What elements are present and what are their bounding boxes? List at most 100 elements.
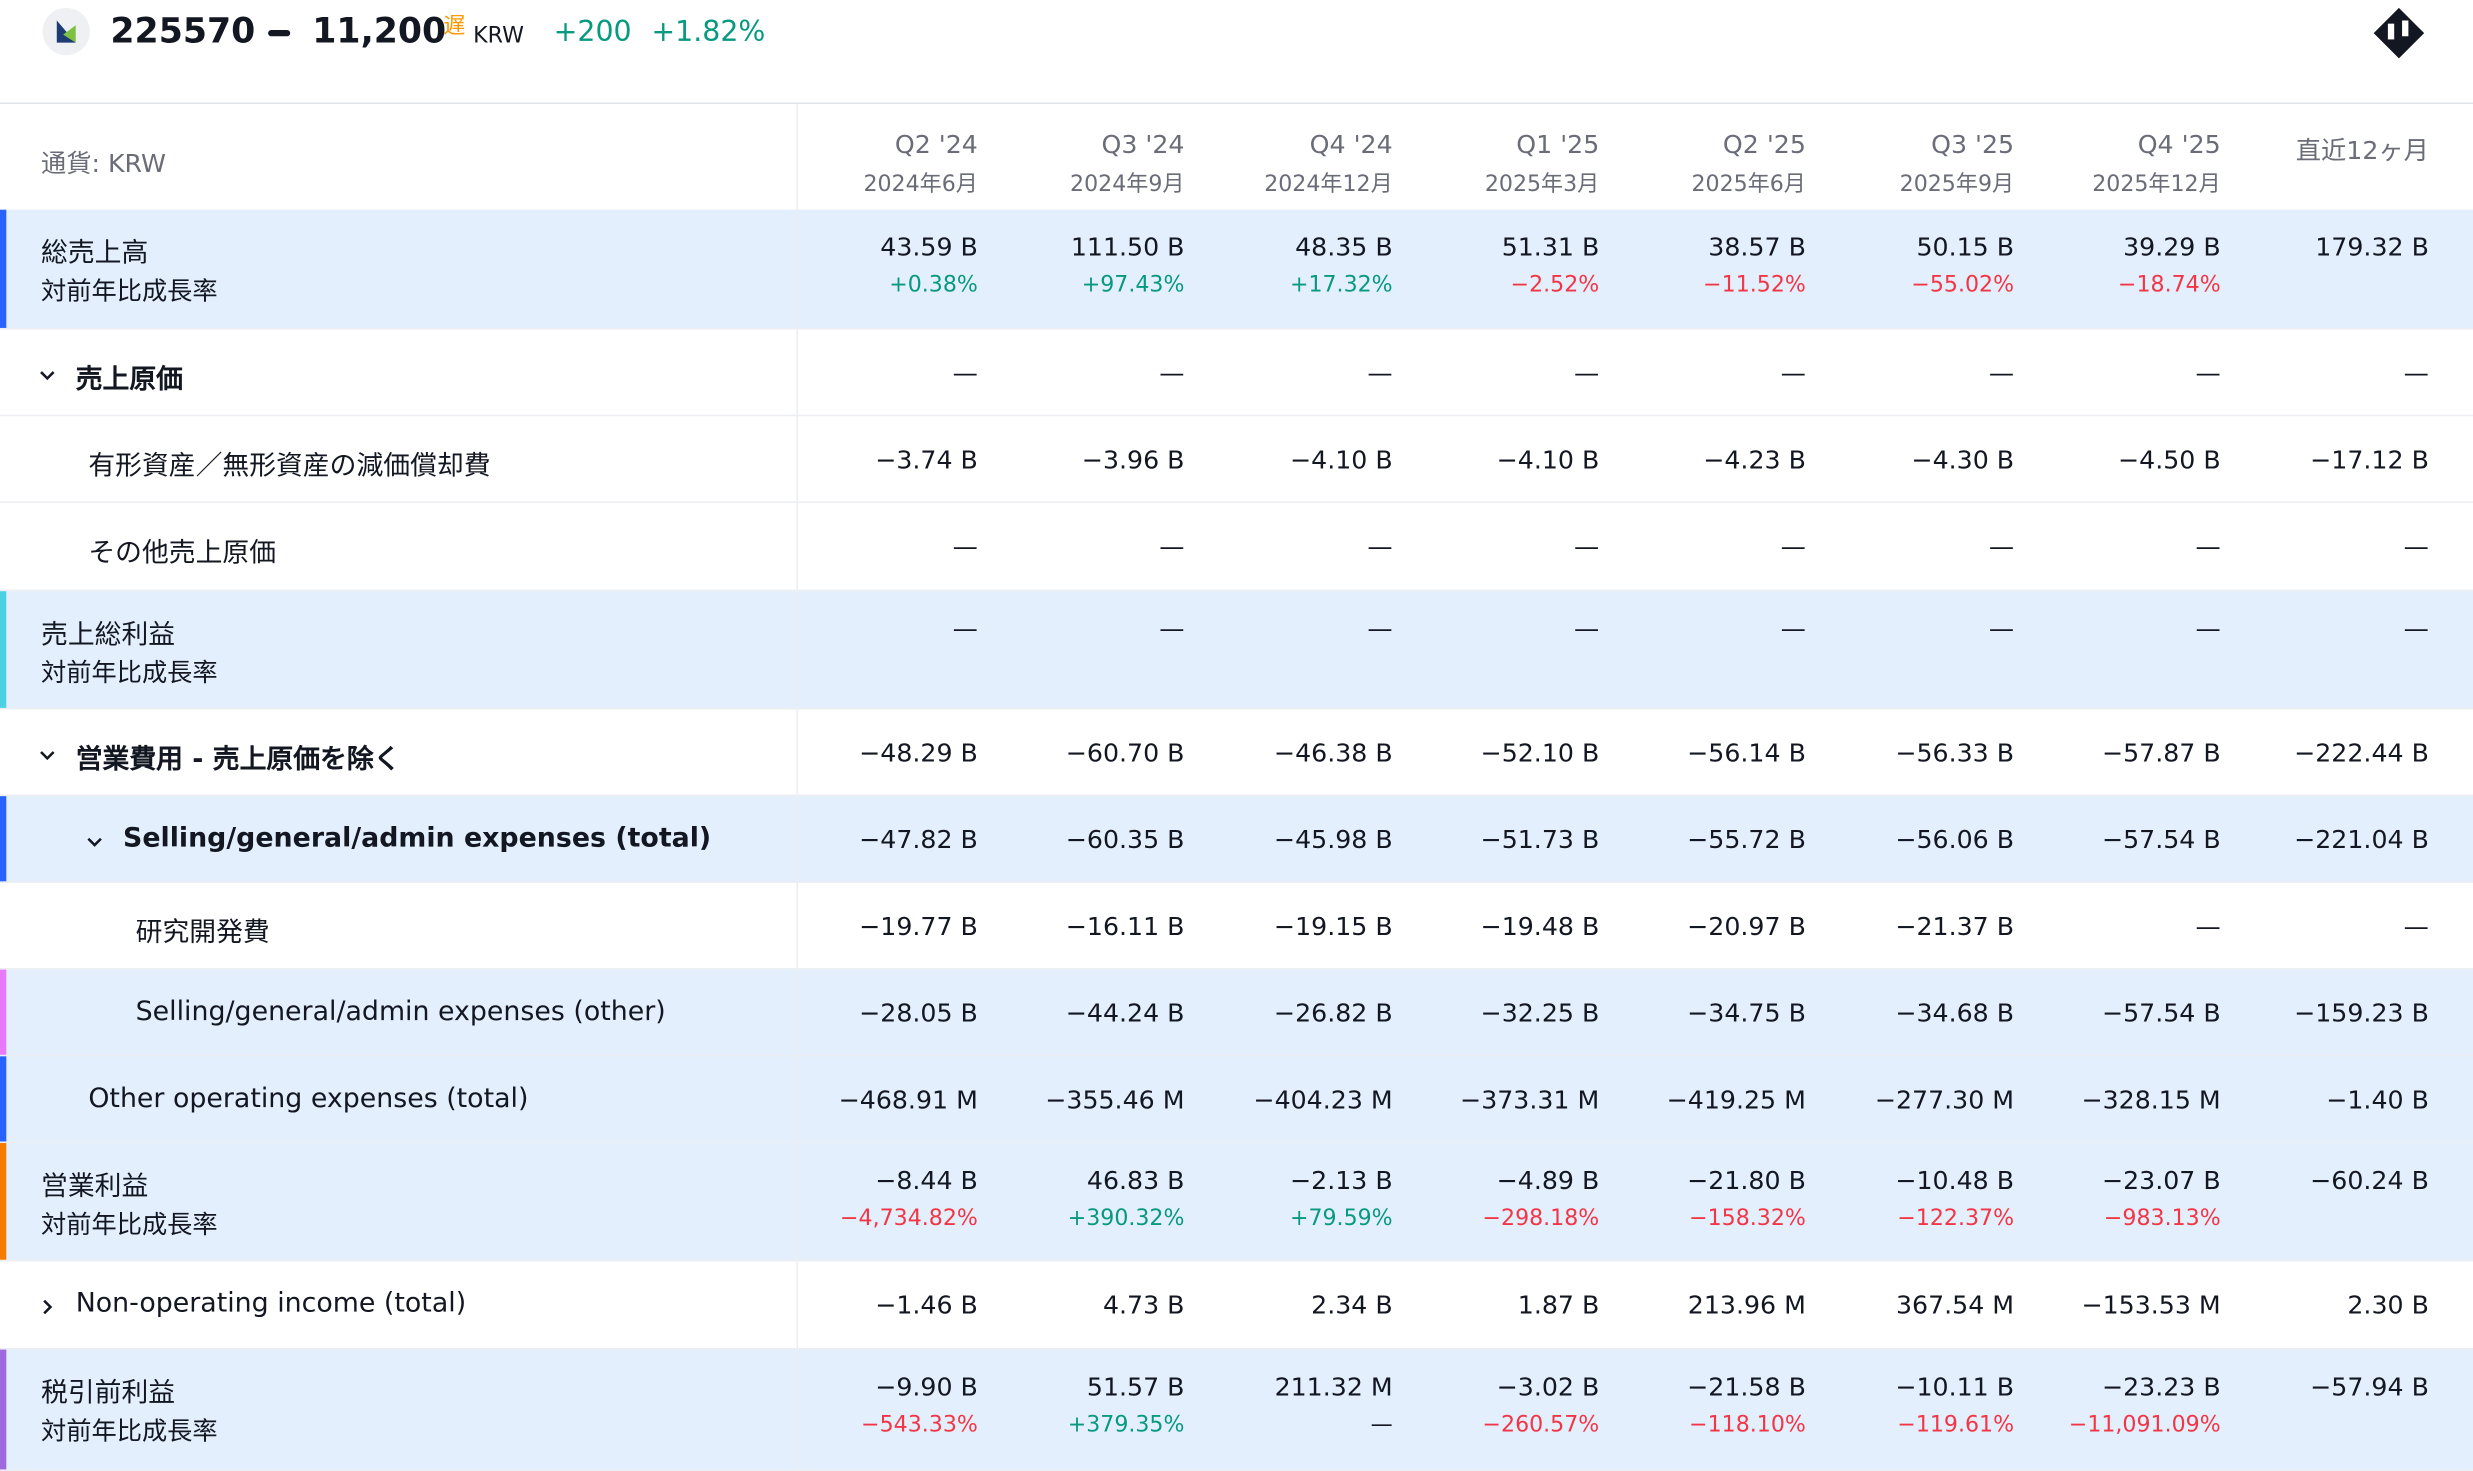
cell-value: —: [1159, 613, 1185, 644]
row-label: Non-operating income (total): [75, 1288, 467, 1320]
column-period: Q4 '25: [2137, 129, 2221, 160]
cell-value: —: [1574, 613, 1600, 644]
cell-growth: +17.32%: [1289, 272, 1393, 298]
cell-value: —: [2195, 357, 2221, 388]
cell-value: −46.38 B: [1273, 737, 1393, 768]
change-percent: +1.82%: [651, 15, 766, 49]
cell-value: −468.91 M: [838, 1083, 978, 1114]
cell-value: −48.29 B: [859, 737, 978, 768]
cell-value: 4.73 B: [1102, 1289, 1185, 1320]
cell-value: −56.14 B: [1687, 737, 1806, 768]
cell-value: −60.24 B: [2310, 1165, 2429, 1196]
cell-value: −153.53 M: [2081, 1289, 2221, 1320]
expand-chevron[interactable]: [38, 745, 57, 764]
divider: [0, 102, 2473, 105]
cell-value: —: [2403, 531, 2429, 562]
cell-value: —: [1988, 613, 2015, 644]
cell-value: 43.59 B: [880, 231, 978, 262]
cell-value: −26.82 B: [1273, 997, 1393, 1028]
growth-label: 対前年比成長率: [41, 1415, 218, 1446]
cell-growth: −18.74%: [2117, 272, 2221, 298]
row-accent: [0, 1056, 7, 1142]
row-accent: [0, 969, 7, 1055]
cell-growth: +79.59%: [1289, 1206, 1393, 1232]
cell-growth: −158.32%: [1689, 1206, 1806, 1232]
cell-value: −57.54 B: [2101, 997, 2221, 1028]
price: 11,200: [312, 12, 447, 53]
cell-value: 51.31 B: [1501, 231, 1600, 262]
cell-value: —: [2195, 910, 2221, 941]
change: +200: [553, 15, 632, 49]
cell-value: 46.83 B: [1086, 1165, 1185, 1196]
growth-label: 対前年比成長率: [41, 275, 218, 306]
cell-value: —: [2403, 357, 2429, 388]
cell-value: −20.97 B: [1687, 910, 1806, 941]
cell-growth: +379.35%: [1067, 1412, 1185, 1438]
symbol[interactable]: 225570: [110, 12, 256, 53]
cell-value: −4.50 B: [2118, 443, 2221, 474]
cell-value: −221.04 B: [2294, 823, 2429, 854]
table-row: Other operating expenses (total) −468.91 …: [0, 1056, 2473, 1144]
cell-value: −57.54 B: [2101, 823, 2221, 854]
cell-growth: −11.52%: [1703, 272, 1806, 298]
column-period: 直近12ヶ月: [2295, 135, 2429, 166]
table-row: その他売上原価 — — — — — — — —: [0, 503, 2473, 592]
row-accent: [0, 591, 7, 708]
cell-value: −57.94 B: [2310, 1371, 2429, 1402]
cell-value: −19.48 B: [1480, 910, 1600, 941]
row-label: Selling/general/admin expenses (other): [135, 995, 666, 1028]
column-date: 2025年12月: [2092, 171, 2221, 198]
column-period: Q3 '24: [1101, 129, 1185, 160]
expand-chevron[interactable]: [38, 365, 57, 384]
cell-value: 213.96 M: [1687, 1289, 1806, 1320]
cell-value: —: [2403, 910, 2429, 941]
cell-value: −21.80 B: [1687, 1165, 1806, 1196]
cell-value: −19.77 B: [859, 910, 978, 941]
row-label: Other operating expenses (total): [88, 1082, 529, 1114]
table-row: 研究開発費 −19.77 B −16.11 B −19.15 B −19.48 B −20…: [0, 883, 2473, 970]
table-row: 税引前利益 対前年比成長率 −9.90 B 51.57 B 211.32 M −3.02 …: [0, 1349, 2473, 1471]
expand-chevron[interactable]: [38, 1298, 57, 1317]
table-row: 総売上高 対前年比成長率 43.59 B 111.50 B 48.35 B 51.31 B…: [0, 209, 2473, 330]
cell-growth: +97.43%: [1081, 272, 1185, 298]
row-label: 税引前利益: [41, 1377, 176, 1410]
cell-value: —: [952, 531, 978, 562]
row-accent: [0, 796, 7, 882]
cell-value: 51.57 B: [1086, 1371, 1185, 1402]
separator: [268, 29, 291, 37]
cell-value: −4.89 B: [1496, 1165, 1600, 1196]
column-date: 2025年9月: [1899, 171, 2015, 198]
cell-value: —: [1367, 531, 1393, 562]
logo: [42, 7, 90, 56]
cell-value: −60.35 B: [1065, 823, 1185, 854]
column-separator: [796, 104, 799, 1471]
expand-chevron[interactable]: [85, 832, 104, 851]
cell-value: —: [2403, 613, 2429, 644]
row-label: その他売上原価: [88, 537, 277, 570]
table-row: 営業利益 対前年比成長率 −8.44 B 46.83 B −2.13 B −4.89 B −…: [0, 1143, 2473, 1262]
cell-value: —: [1780, 531, 1806, 562]
cell-value: —: [1367, 357, 1393, 388]
cell-value: −3.96 B: [1081, 443, 1185, 474]
row-accent: [0, 1143, 7, 1260]
cell-value: 38.57 B: [1708, 231, 1806, 262]
cell-value: −56.06 B: [1895, 823, 2015, 854]
cell-growth: −260.57%: [1482, 1412, 1600, 1438]
cell-value: −4.10 B: [1290, 443, 1393, 474]
cell-value: −45.98 B: [1273, 823, 1393, 854]
menu-icon[interactable]: [2371, 5, 2428, 62]
cell-value: −277.30 M: [1874, 1083, 2015, 1114]
cell-value: −10.48 B: [1895, 1165, 2015, 1196]
cell-value: 367.54 M: [1895, 1289, 2015, 1320]
cell-value: −57.87 B: [2101, 737, 2221, 768]
cell-value: —: [1159, 357, 1185, 388]
cell-growth: +390.32%: [1067, 1206, 1185, 1232]
cell-value: −4.10 B: [1496, 443, 1600, 474]
table-row: Selling/general/admin expenses (other) −2…: [0, 969, 2473, 1057]
table-row: 営業費用 - 売上原価を除く −48.29 B −60.70 B −46.38 B −5…: [0, 709, 2473, 797]
cell-growth: −118.10%: [1689, 1412, 1806, 1438]
cell-value: −9.90 B: [875, 1371, 978, 1402]
column-period: Q2 '25: [1722, 129, 1806, 160]
